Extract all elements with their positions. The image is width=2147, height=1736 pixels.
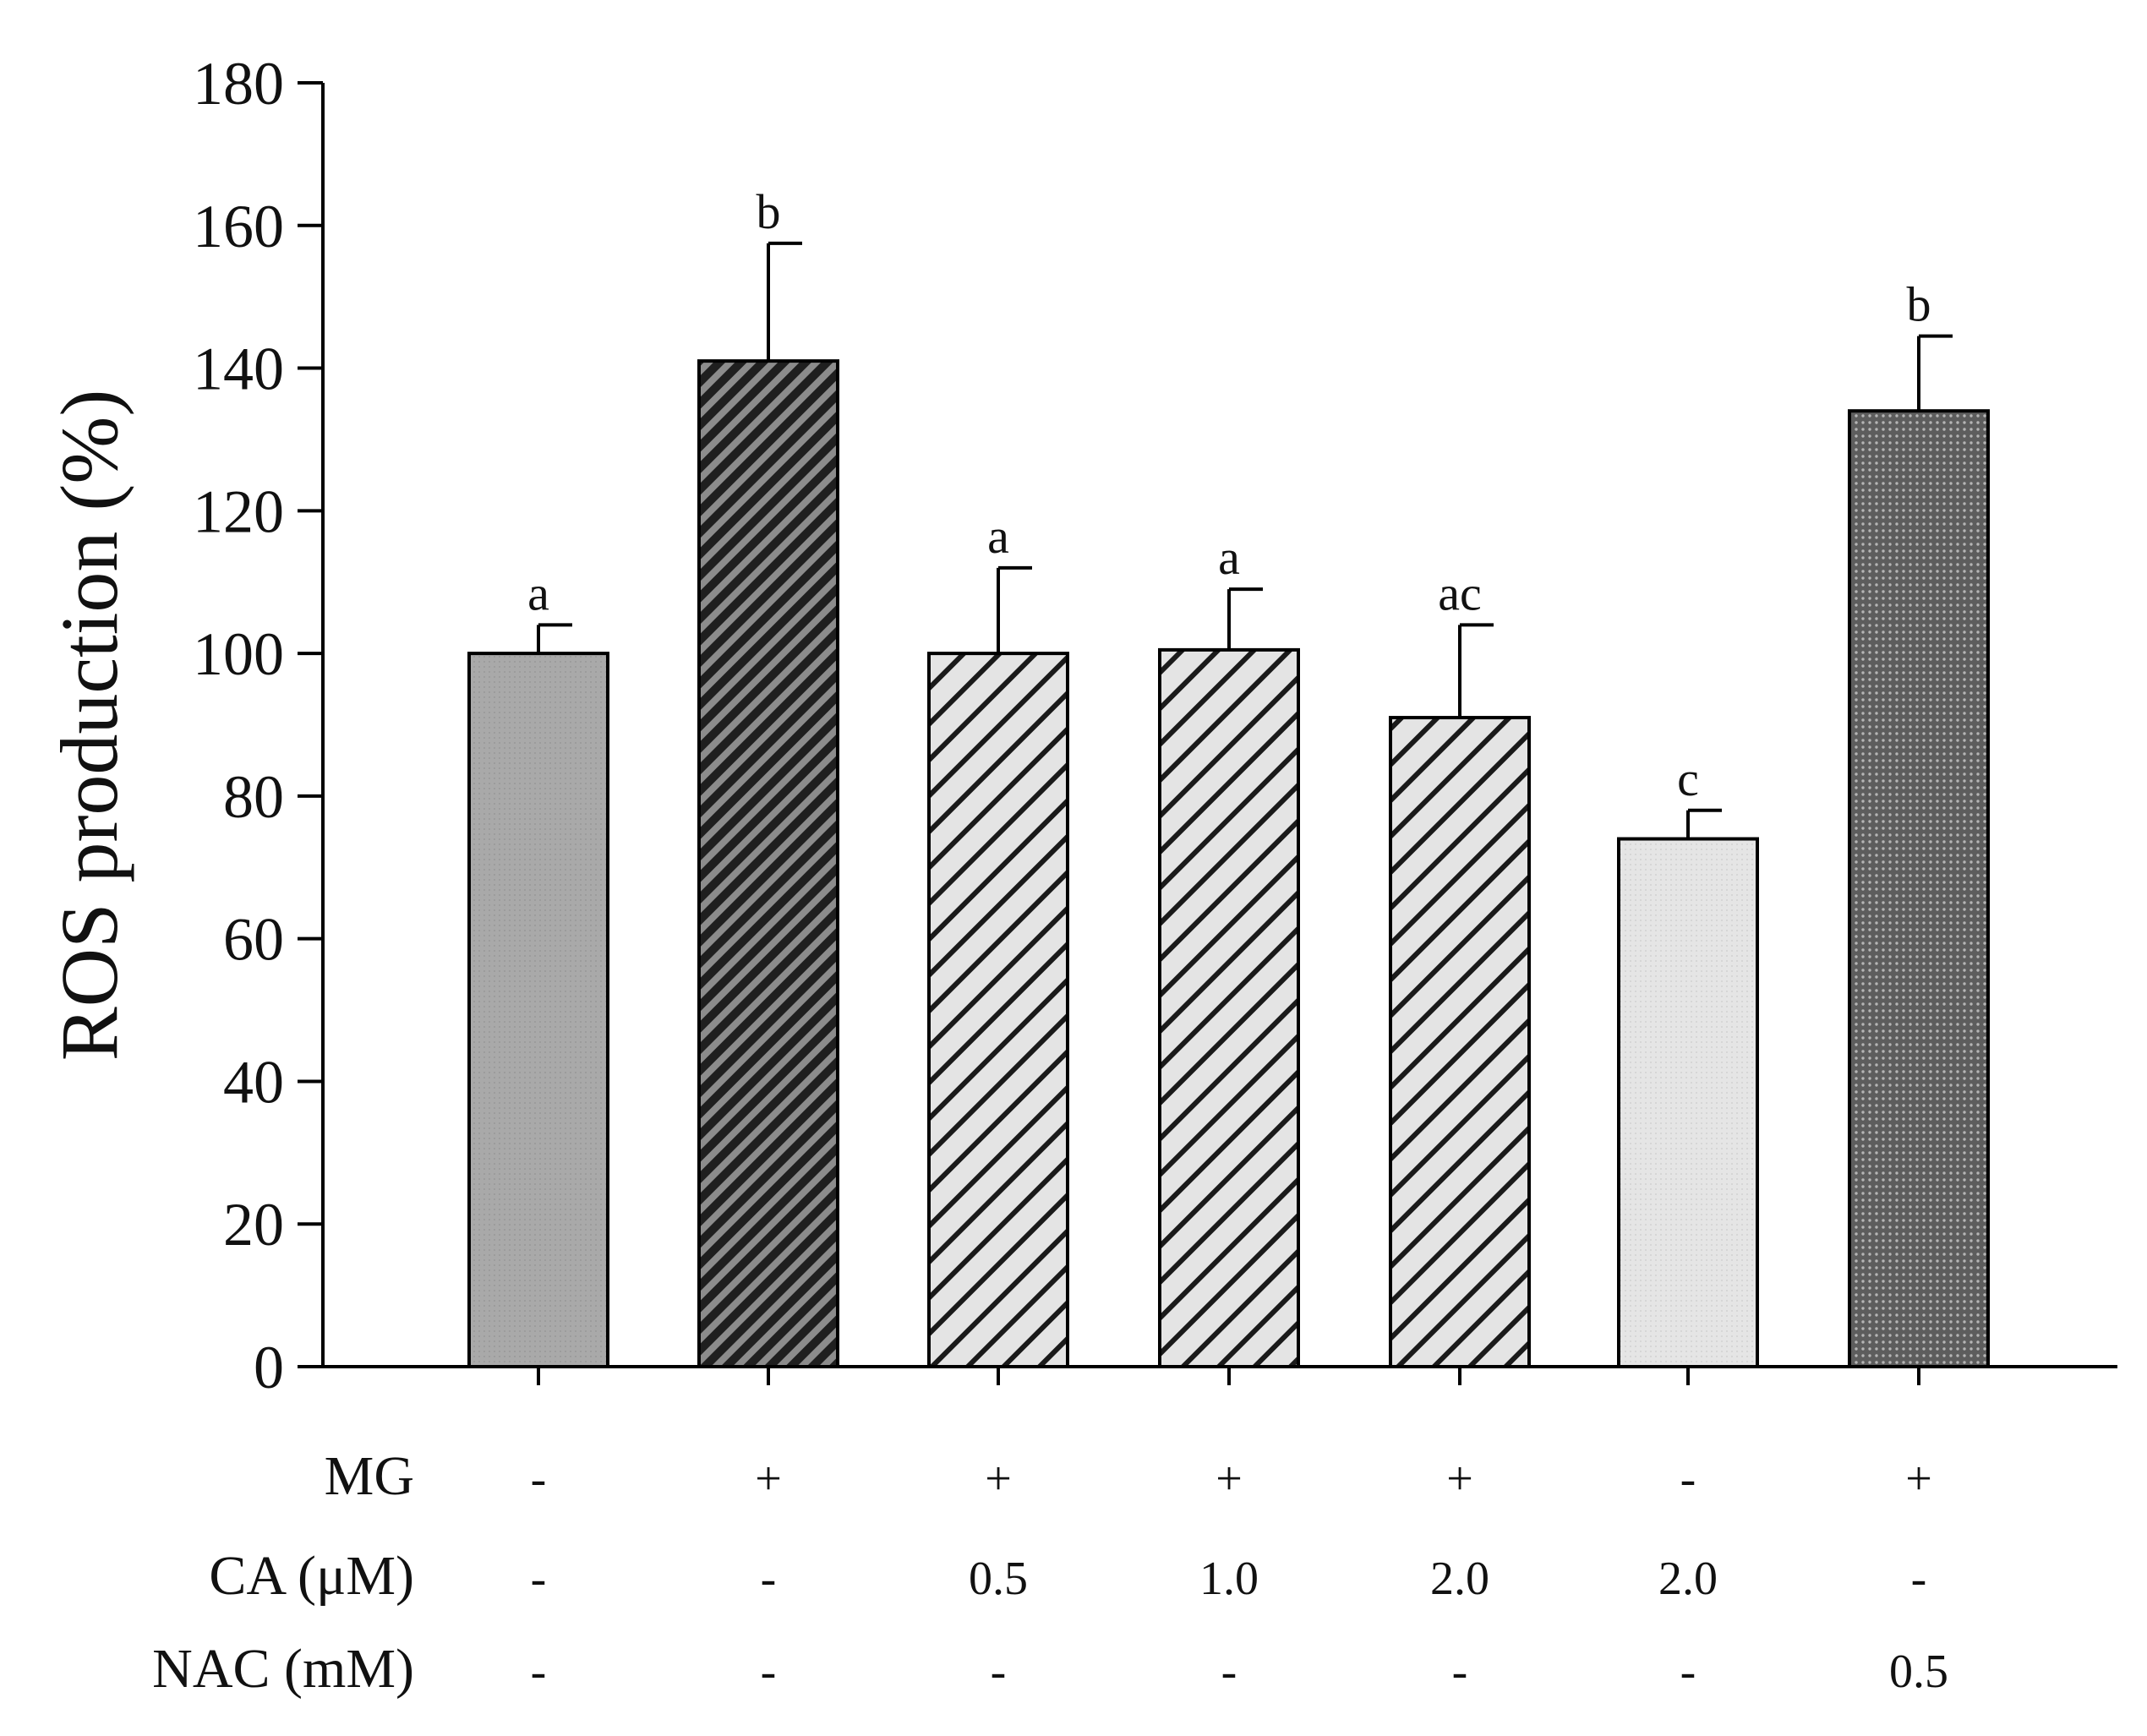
condition-value: 0.5 <box>1889 1646 1948 1698</box>
significance-label: c <box>1677 751 1699 806</box>
bar-4 <box>1158 647 1300 1368</box>
condition-value: - <box>1911 1553 1927 1605</box>
condition-value: - <box>1680 1646 1696 1698</box>
significance-label: b <box>1907 277 1931 332</box>
condition-value: - <box>1452 1646 1468 1698</box>
condition-value: - <box>1221 1646 1237 1698</box>
significance-label: b <box>757 184 781 239</box>
condition-value: 1.0 <box>1199 1553 1259 1605</box>
x-axis <box>323 1365 2117 1385</box>
condition-value: + <box>1446 1453 1473 1505</box>
y-tick-label: 120 <box>193 478 284 545</box>
y-tick-label: 100 <box>193 620 284 688</box>
y-tick-label: 60 <box>223 906 284 974</box>
y-tick-label: 40 <box>223 1048 284 1116</box>
significance-label: a <box>527 565 549 620</box>
condition-value: - <box>761 1646 777 1698</box>
bar-7 <box>1848 409 1990 1369</box>
x-ticks <box>537 1367 1920 1385</box>
significance-labels: a b a a ac c b <box>527 184 1931 806</box>
condition-value: 2.0 <box>1658 1553 1718 1605</box>
significance-label: a <box>987 509 1009 564</box>
y-tick-label: 160 <box>193 193 284 260</box>
condition-value: 2.0 <box>1430 1553 1489 1605</box>
error-bars <box>537 241 1953 839</box>
bar-5 <box>1389 716 1531 1368</box>
condition-value: + <box>1905 1453 1932 1505</box>
y-tick-label: 80 <box>223 763 284 831</box>
y-tick-label: 180 <box>193 50 284 117</box>
condition-table: MG - + + + + - + CA (μM) - - 0.5 1.0 2.0 2.0 - NAC (mM) -… <box>152 1445 1948 1700</box>
y-axis-title: ROS production (%) <box>44 390 134 1062</box>
y-axis: ROS production (%) 0 20 40 60 80 100 120 140 160… <box>44 50 325 1401</box>
significance-label: a <box>1218 530 1240 585</box>
bar-3 <box>927 652 1069 1368</box>
y-ticks: 0 20 40 60 80 100 120 140 160 180 <box>193 50 323 1401</box>
condition-value: 0.5 <box>969 1553 1028 1605</box>
condition-value: - <box>531 1646 547 1698</box>
significance-label: ac <box>1438 565 1482 620</box>
y-tick-label: 20 <box>223 1191 284 1258</box>
condition-value: - <box>1680 1453 1696 1505</box>
condition-value: + <box>1216 1453 1243 1505</box>
y-tick-label: 140 <box>193 336 284 403</box>
condition-value: - <box>761 1553 777 1605</box>
condition-value: - <box>991 1646 1007 1698</box>
condition-value: - <box>531 1553 547 1605</box>
bar-6 <box>1617 837 1759 1368</box>
condition-value: + <box>755 1453 782 1505</box>
condition-row-label: CA (μM) <box>209 1545 414 1607</box>
y-tick-label: 0 <box>254 1334 284 1401</box>
condition-value: + <box>985 1453 1012 1505</box>
bar-2 <box>697 359 839 1368</box>
bar-1 <box>467 652 609 1368</box>
condition-row-label: MG <box>325 1445 414 1507</box>
bars <box>467 359 1990 1369</box>
condition-value: - <box>531 1453 547 1505</box>
condition-row-label: NAC (mM) <box>152 1638 414 1700</box>
